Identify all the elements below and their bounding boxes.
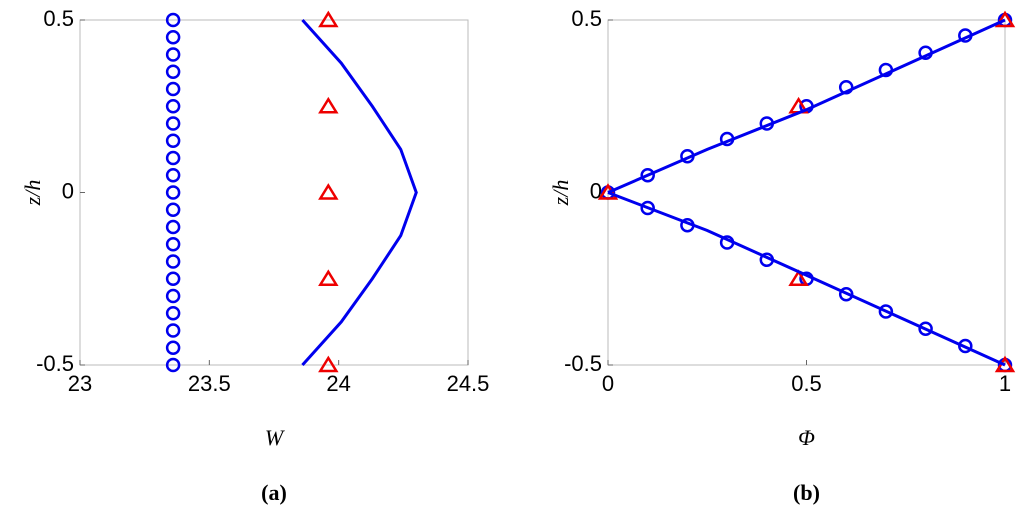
circle-marker: [165, 150, 181, 166]
circle-marker: [165, 340, 181, 355]
triangle-marker: [318, 355, 339, 373]
y-axis-label: z/h: [20, 180, 45, 207]
triangle-marker: [994, 10, 1016, 28]
y-tick-label: 0: [62, 178, 74, 203]
x-axis-label: W: [265, 425, 285, 450]
caption: (a): [261, 480, 287, 505]
circle-marker: [165, 202, 181, 217]
circle-marker: [165, 219, 181, 235]
x-tick-label: 1: [999, 371, 1011, 396]
y-tick-label: 0.5: [571, 6, 602, 31]
plot-frame: [607, 19, 1006, 366]
curve: [301, 18, 418, 367]
circle-marker: [878, 304, 894, 319]
x-tick-label: 23: [68, 371, 92, 396]
circle-marker: [918, 321, 933, 337]
circle-marker: [165, 237, 181, 252]
x-tick-label: 23.5: [188, 371, 231, 396]
caption: (b): [793, 480, 820, 505]
circle-marker: [165, 271, 181, 286]
y-tick-label: 0.5: [43, 6, 74, 31]
triangle-marker: [318, 10, 339, 28]
x-tick-label: 0.5: [791, 371, 822, 396]
circle-marker: [165, 254, 181, 269]
circle-marker: [165, 133, 181, 148]
circle-marker: [165, 168, 181, 183]
x-tick-label: 0: [602, 371, 614, 396]
x-tick-label: 24: [326, 371, 350, 396]
circle-marker: [165, 116, 181, 131]
circle-marker: [165, 357, 181, 373]
x-axis-label: Φ: [798, 425, 815, 450]
triangle-marker: [788, 269, 809, 286]
circle-marker: [958, 338, 973, 354]
triangle-marker: [318, 96, 339, 114]
plot-frame: [79, 19, 469, 366]
circle-marker: [165, 185, 181, 200]
circle-marker: [640, 200, 655, 216]
y-tick-label: 0: [590, 178, 602, 203]
circle-marker: [165, 12, 181, 28]
triangle-marker: [318, 269, 339, 286]
circle-marker: [165, 99, 181, 114]
curve: [607, 18, 1006, 194]
circle-marker: [165, 306, 181, 321]
circle-marker: [165, 323, 181, 338]
circle-marker: [165, 288, 181, 304]
circle-marker: [165, 64, 181, 79]
circle-marker: [838, 287, 854, 302]
y-tick-label: -0.5: [36, 351, 74, 376]
triangle-marker: [318, 183, 339, 200]
circle-marker: [165, 47, 181, 62]
curve: [607, 191, 1006, 367]
y-axis-label: z/h: [548, 180, 573, 207]
y-tick-label: -0.5: [564, 351, 602, 376]
circle-marker: [165, 30, 181, 45]
circle-marker: [640, 168, 655, 183]
x-tick-label: 24.5: [447, 371, 490, 396]
circle-marker: [165, 81, 181, 97]
